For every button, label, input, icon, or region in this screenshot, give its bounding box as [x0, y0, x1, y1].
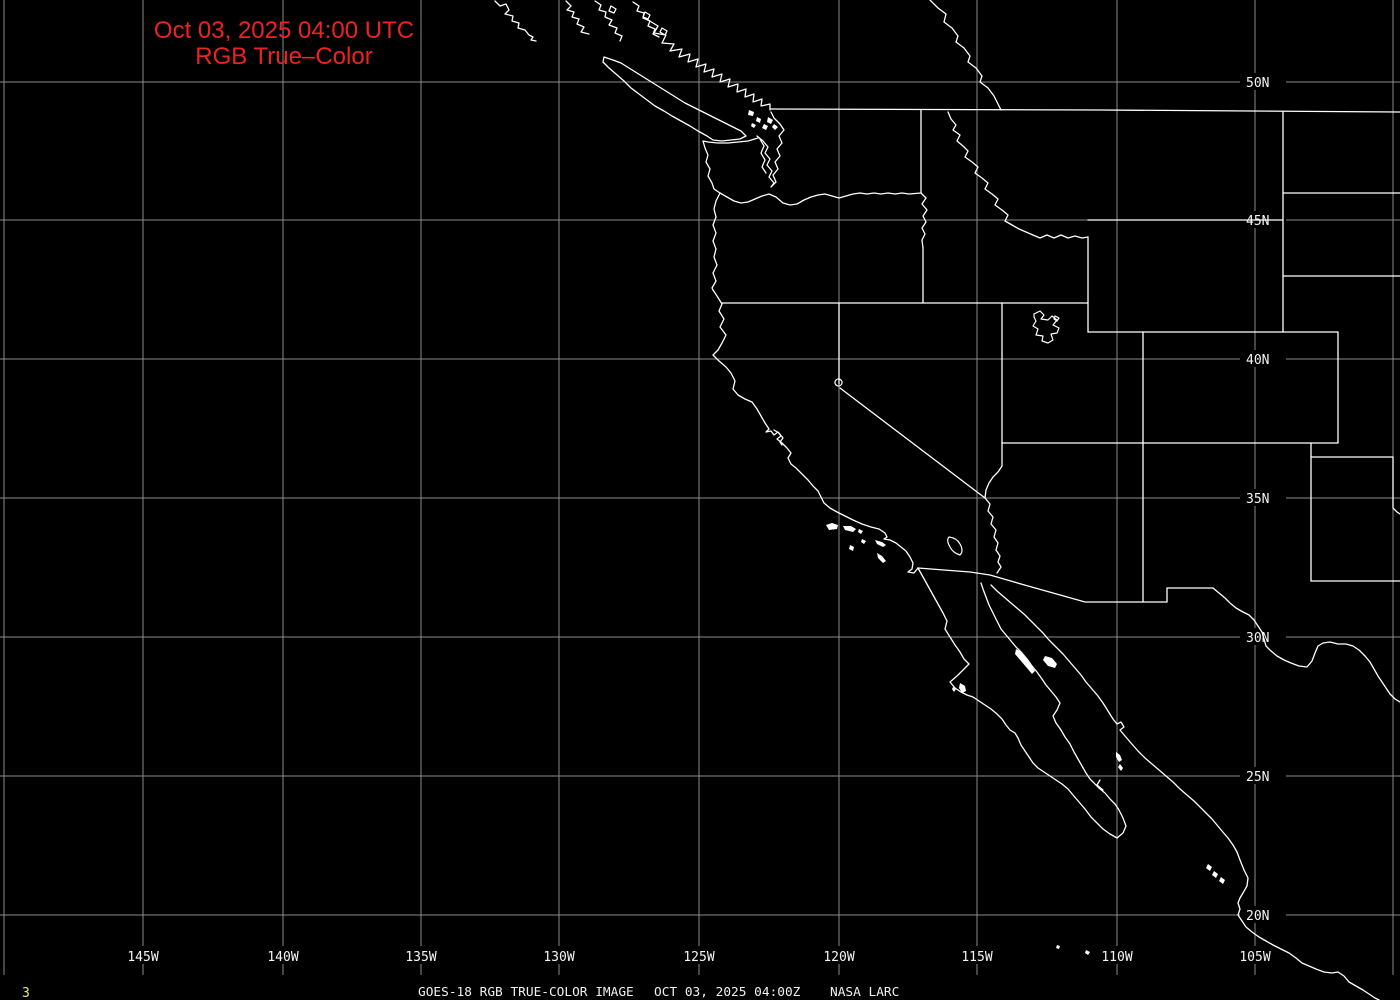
- meridian-label-mask: [265, 946, 301, 964]
- coastline-washington: [702, 137, 759, 194]
- parallel-label: 35N: [1246, 492, 1269, 507]
- meridian-label: 130W: [543, 950, 574, 965]
- meridian-label: 140W: [267, 950, 298, 965]
- san-francisco-bay: [773, 429, 784, 446]
- timestamp-title: Oct 03, 2025 04:00 UTC: [154, 17, 414, 44]
- rio-grande: [1212, 587, 1400, 703]
- parallel-label: 20N: [1246, 909, 1269, 924]
- meridian-label-mask: [403, 946, 439, 964]
- meridian-label: 125W: [683, 950, 714, 965]
- caption-product: GOES-18 RGB TRUE-COLOR IMAGE: [418, 985, 634, 1000]
- meridian-label: 105W: [1239, 950, 1270, 965]
- caption-datetime: OCT 03, 2025 04:00Z: [654, 985, 801, 1000]
- coastline-bc-mainland-fjords: [647, 19, 771, 111]
- border-bc-alberta: [929, 0, 1002, 111]
- meridian-label-mask: [681, 946, 717, 964]
- islas-revillagigedo: [1056, 945, 1090, 955]
- parallel-label-mask: [1240, 489, 1286, 506]
- border-wa-or-columbia-river: [719, 192, 922, 206]
- meridian-label-mask: [125, 946, 161, 964]
- meridian-label-mask: [1099, 946, 1135, 964]
- border-az-ca-colorado-river: [984, 497, 1002, 574]
- meridian-label: 120W: [823, 950, 854, 965]
- coastline-bc-archipelago-1: [565, 0, 590, 35]
- coastline-california: [712, 289, 919, 574]
- meridian-label: 115W: [961, 950, 992, 965]
- meridian-label-mask: [959, 946, 995, 964]
- map-overlay: [494, 0, 1400, 1000]
- channel-islands: [826, 523, 886, 563]
- coastline-vancouver-island: [602, 56, 747, 142]
- hood-canal: [759, 138, 767, 174]
- san-juan-islands: [748, 110, 768, 130]
- border-us-mexico: [917, 567, 1214, 603]
- meridian-label-mask: [1237, 946, 1273, 964]
- border-ca-nv-diagonal: [839, 387, 986, 499]
- lake-tahoe: [834, 378, 843, 387]
- product-title: RGB True–Color: [195, 43, 372, 70]
- la-paz-bay: [1096, 779, 1104, 791]
- caption-credit: NASA LARC: [830, 985, 899, 1000]
- coastline-bc-archipelago-2: [594, 0, 623, 42]
- border-or-id-snake-river: [920, 192, 928, 304]
- great-salt-lake: [1032, 310, 1060, 344]
- isla-cedros: [952, 683, 966, 693]
- parallel-label: 50N: [1246, 76, 1269, 91]
- lat-lon-grid-labels: 145W 140W 135W 130W 125W 120W 115W 110W 105W 50N 4…: [125, 73, 1286, 965]
- coastline-sonora-sinaloa: [990, 584, 1380, 1000]
- meridian-label: 145W: [127, 950, 158, 965]
- border-us-canada-49n: [769, 108, 1400, 113]
- meridian-label-mask: [541, 946, 577, 964]
- parallel-label-mask: [1240, 73, 1286, 90]
- coastline-haida-gwaii: [494, 0, 537, 42]
- meridian-label-mask: [821, 946, 857, 964]
- coastline-baja-gulf: [980, 582, 1127, 839]
- parallel-label-mask: [1240, 350, 1286, 367]
- border-nv-az-colorado-river: [984, 442, 1003, 499]
- whidbey-islands: [767, 117, 778, 130]
- islas-marias: [1206, 864, 1225, 884]
- isla-tiburon: [1043, 656, 1057, 668]
- coastline-oregon: [711, 192, 721, 291]
- coastline-baja-pacific: [917, 567, 1118, 839]
- salton-sea: [947, 536, 963, 556]
- isla-la-paz-group: [1116, 752, 1123, 771]
- meridian-label: 135W: [405, 950, 436, 965]
- parallel-label-mask: [1240, 906, 1286, 923]
- border-ok-panhandle: [1310, 456, 1400, 515]
- parallel-label: 25N: [1246, 770, 1269, 785]
- parallel-label: 40N: [1246, 353, 1269, 368]
- parallel-label-mask: [1240, 767, 1286, 784]
- frame-number: 3: [22, 986, 30, 1000]
- parallel-label: 30N: [1246, 631, 1269, 646]
- border-id-mt-divide: [947, 111, 1089, 239]
- parallel-label: 45N: [1246, 214, 1269, 229]
- meridian-label: 110W: [1101, 950, 1132, 965]
- isla-angel-de-la-guarda: [1015, 649, 1035, 674]
- puget-sound: [756, 111, 785, 188]
- coastline-bc-archipelago-3: [632, 1, 660, 38]
